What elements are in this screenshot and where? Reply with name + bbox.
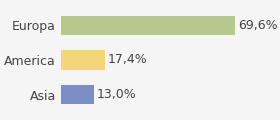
- Text: 69,6%: 69,6%: [238, 19, 277, 32]
- Text: 13,0%: 13,0%: [97, 88, 137, 101]
- Bar: [62, 50, 105, 70]
- Text: 17,4%: 17,4%: [108, 54, 148, 66]
- Bar: [62, 85, 94, 105]
- Bar: [62, 15, 235, 35]
